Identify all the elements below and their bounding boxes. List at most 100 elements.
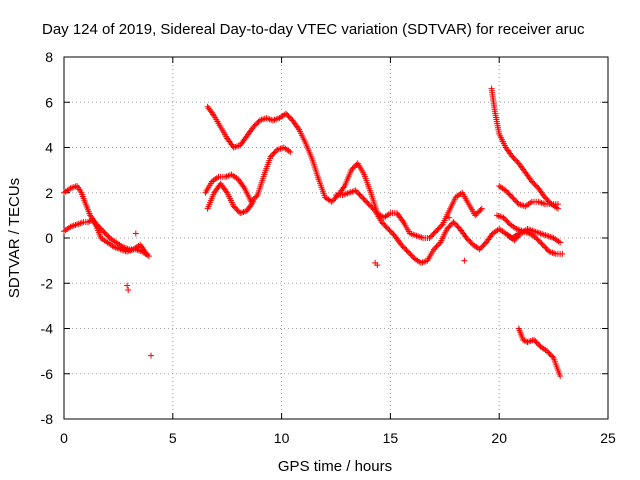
point-track-j (504, 218, 511, 225)
point-track-f (474, 209, 481, 216)
point-track-i (506, 191, 513, 198)
point-track-k (514, 234, 521, 241)
x-tick-label: 5 (169, 430, 177, 446)
point-track-l (544, 348, 551, 355)
point-track-j (538, 240, 545, 247)
point-track-j (535, 237, 542, 244)
point-track-g (368, 203, 375, 210)
point-track-k (512, 235, 519, 242)
point-track-c (250, 124, 257, 131)
point-track-g (406, 249, 413, 256)
point-track-g (408, 252, 415, 259)
x-tick-label: 15 (383, 430, 399, 446)
point-track-g (407, 251, 414, 258)
point-track-b (143, 250, 150, 257)
point-track-j (543, 245, 550, 252)
point-track-e (232, 204, 239, 211)
point-track-j (534, 236, 541, 243)
point-outliers-early (124, 282, 131, 289)
point-track-f (426, 235, 433, 241)
point-track-f (329, 197, 336, 204)
point-track-g (450, 219, 457, 226)
point-track-j (542, 244, 549, 251)
point-track-f (477, 206, 484, 213)
point-track-h (510, 154, 517, 161)
point-track-k (557, 239, 564, 246)
point-track-i (513, 198, 520, 205)
point-track-g (436, 240, 443, 247)
x-tick-label: 10 (274, 430, 290, 446)
point-track-f (437, 224, 444, 231)
point-track-f (350, 164, 357, 171)
point-track-g (400, 244, 407, 251)
point-track-g (389, 230, 396, 237)
y-tick-label: 4 (45, 140, 53, 156)
point-track-g (433, 243, 440, 250)
point-track-f (476, 208, 483, 215)
point-track-f (349, 165, 356, 172)
y-tick-label: 0 (45, 230, 53, 246)
point-track-f (478, 205, 485, 212)
point-track-g (365, 201, 372, 208)
point-track-j (501, 215, 508, 222)
chart-title: Day 124 of 2019, Sidereal Day-to-day VTE… (42, 21, 585, 38)
point-track-g (359, 194, 366, 201)
point-outliers-early (132, 230, 139, 237)
point-track-c (254, 120, 261, 127)
point-track-g (430, 246, 437, 253)
point-track-g (385, 225, 392, 232)
point-track-h (543, 195, 550, 202)
point-track-g (445, 224, 452, 231)
point-track-g (355, 190, 362, 197)
point-track-f (473, 211, 480, 218)
point-track-g (453, 221, 460, 228)
point-track-g (443, 225, 450, 232)
point-track-f (430, 230, 437, 237)
y-tick-label: 6 (45, 94, 53, 110)
point-track-g (403, 247, 410, 254)
point-outliers-early (148, 352, 155, 359)
point-track-g (402, 245, 409, 252)
point-track-e (250, 198, 257, 205)
point-track-g (386, 227, 393, 234)
point-track-i (505, 190, 512, 197)
point-track-g (463, 235, 470, 241)
point-track-c (284, 111, 291, 118)
point-track-h (513, 157, 520, 164)
point-track-g (451, 220, 458, 227)
point-track-g (361, 196, 368, 203)
point-track-d (269, 152, 276, 159)
point-track-f (472, 212, 479, 219)
point-outliers-mid (461, 257, 468, 264)
point-track-l (532, 338, 539, 345)
point-track-d (271, 149, 278, 156)
y-tick-label: -4 (41, 321, 54, 337)
point-track-g (464, 236, 471, 243)
point-track-h (541, 194, 548, 201)
point-track-a (100, 228, 107, 235)
point-track-l (533, 339, 540, 346)
point-track-g (383, 224, 390, 231)
point-track-e (230, 203, 237, 210)
point-track-f (328, 198, 335, 205)
point-outliers-mid (374, 262, 381, 269)
point-track-j (539, 241, 546, 248)
point-track-a (101, 229, 108, 236)
point-track-a (104, 232, 111, 239)
point-track-h (528, 178, 535, 185)
point-track-a (102, 230, 109, 237)
point-track-g (387, 228, 394, 235)
x-tick-label: 20 (491, 430, 507, 446)
point-track-g (378, 219, 385, 226)
point-track-g (398, 241, 405, 248)
point-track-c (282, 110, 289, 117)
point-track-l (547, 352, 554, 359)
point-track-g (476, 246, 483, 253)
point-track-g (466, 237, 473, 244)
point-track-j (559, 250, 566, 257)
point-track-j (537, 239, 544, 246)
point-track-i (511, 196, 518, 203)
point-track-g (447, 221, 454, 228)
point-track-g (399, 243, 406, 250)
point-track-g (480, 242, 487, 249)
